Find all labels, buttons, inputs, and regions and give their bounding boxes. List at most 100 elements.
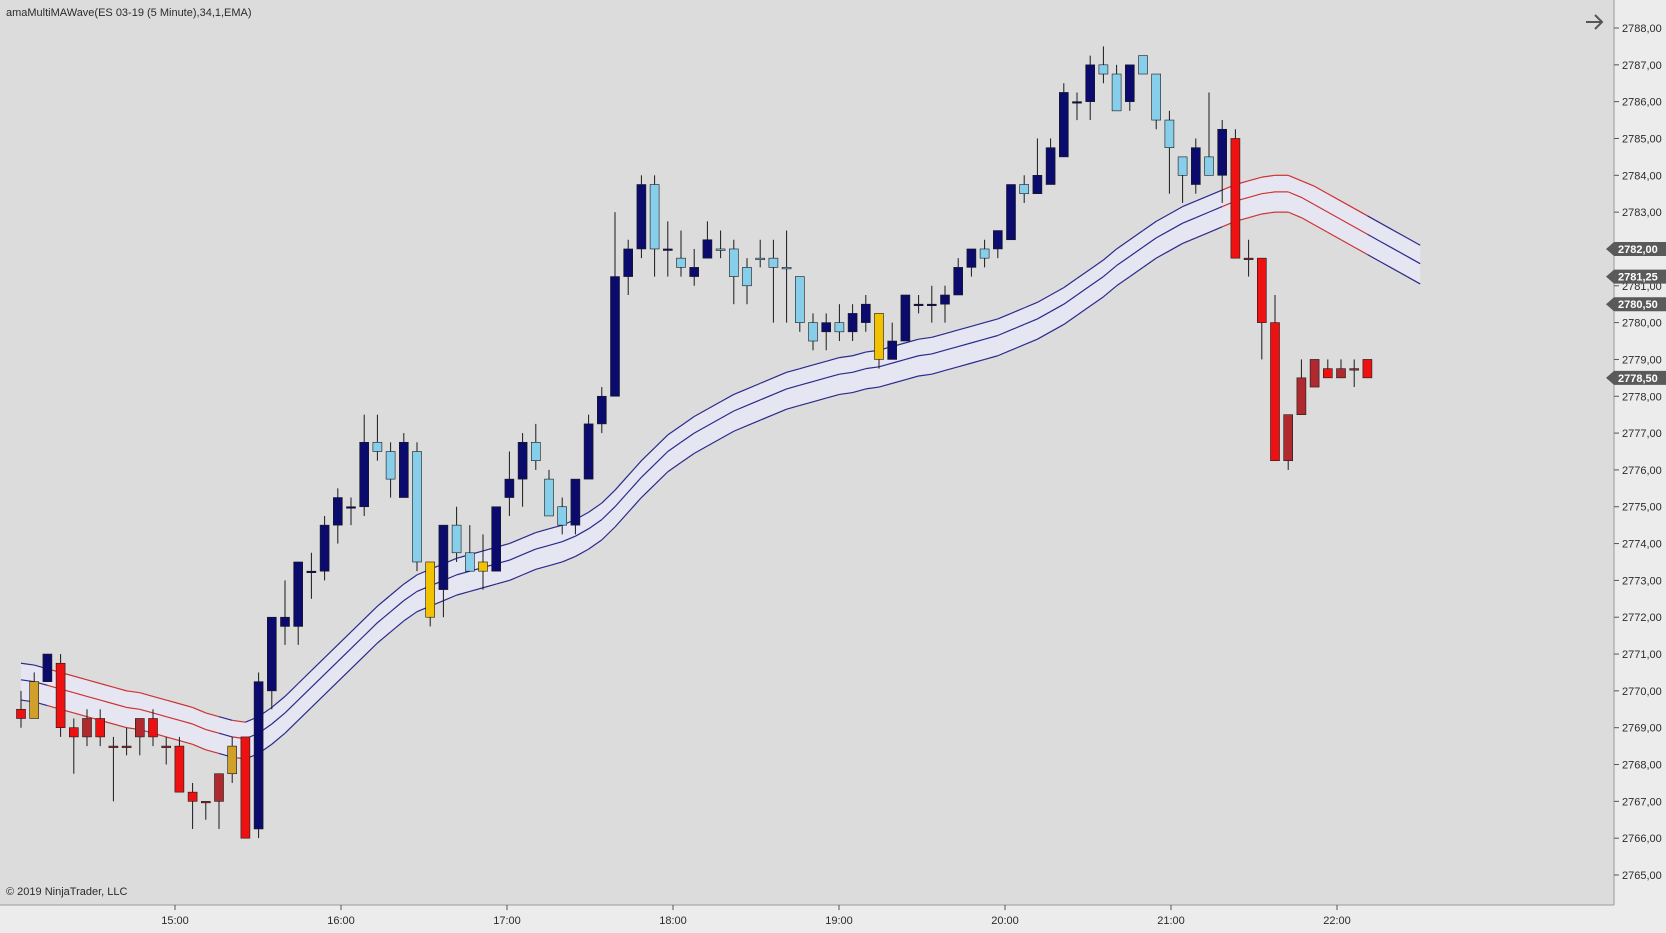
band-mid-segment: [139, 708, 154, 714]
candle: [1006, 184, 1016, 241]
band-upper-segment: [1380, 222, 1395, 232]
candle-body: [214, 773, 224, 802]
band-upper-segment: [1169, 206, 1183, 215]
candle-body: [781, 267, 792, 270]
candle-body: [42, 653, 53, 682]
band-lower-segment: [1089, 296, 1104, 307]
band-lower-segment: [284, 719, 299, 734]
candle: [438, 524, 449, 618]
candle: [570, 478, 581, 535]
candle-body: [1045, 147, 1056, 185]
band-lower-segment: [324, 681, 339, 695]
candle: [69, 718, 79, 774]
band-lower-segment: [627, 497, 642, 513]
candle-body: [1164, 119, 1175, 148]
price-marker: 2780,50: [1606, 297, 1666, 312]
band-upper-segment: [759, 377, 774, 384]
candle: [372, 414, 383, 461]
band-lower-segment: [707, 438, 721, 447]
candle: [16, 690, 26, 728]
candle: [887, 322, 898, 360]
y-tick-label: 2773,00: [1622, 575, 1662, 587]
band-upper-segment: [1287, 174, 1302, 182]
band-mid-segment: [905, 355, 919, 361]
band-mid-segment: [113, 703, 127, 709]
band-mid-segment: [812, 377, 827, 383]
band-mid-segment: [363, 622, 378, 637]
band-upper-segment: [918, 336, 932, 340]
candle: [913, 294, 924, 314]
price-marker-bg: [1606, 370, 1666, 385]
band-upper-segment: [997, 312, 1012, 320]
band-lower-segment: [1261, 211, 1276, 215]
band-upper-segment: [839, 355, 853, 359]
band-mid-segment: [403, 590, 418, 602]
y-tick-label: 2787,00: [1622, 60, 1662, 72]
band-lower-segment: [720, 430, 735, 440]
candle: [1072, 92, 1082, 121]
candle: [1336, 359, 1346, 379]
band-lower-segment: [482, 583, 497, 589]
y-tick-label: 2779,00: [1622, 354, 1662, 366]
candle: [464, 525, 475, 572]
band-upper-segment: [20, 662, 35, 666]
price-marker: 2782,00: [1606, 241, 1666, 256]
band-lower-segment: [1116, 276, 1131, 287]
candle: [478, 534, 488, 590]
band-upper-segment: [746, 382, 761, 390]
candle: [425, 561, 436, 627]
candle-body: [293, 561, 304, 627]
band-mid-segment: [1063, 294, 1078, 305]
band-lower-segment: [826, 393, 840, 399]
band-mid-segment: [509, 554, 523, 561]
candle: [1164, 110, 1175, 194]
band-lower-segment: [971, 358, 985, 364]
band-upper-segment: [905, 338, 919, 344]
arrow-right-icon[interactable]: [1580, 12, 1608, 32]
candle: [1191, 138, 1201, 194]
band-upper-segment: [152, 695, 167, 701]
candle: [702, 221, 713, 259]
band-upper-segment: [1314, 185, 1329, 195]
band-lower-segment: [73, 712, 88, 718]
price-marker-label: 2778,50: [1618, 373, 1658, 385]
candle: [557, 497, 568, 535]
candle-body: [161, 745, 171, 748]
candle: [649, 175, 660, 277]
candle-body: [636, 184, 647, 250]
candle-body: [1151, 73, 1161, 121]
band-lower-segment: [179, 740, 193, 745]
band-mid-segment: [575, 528, 589, 537]
y-tick-label: 2780,00: [1622, 318, 1662, 330]
candle: [662, 221, 673, 277]
band-lower-segment: [1195, 231, 1210, 239]
band-mid-segment: [878, 362, 893, 368]
band-mid-segment: [297, 686, 312, 701]
band-upper-segment: [218, 716, 233, 721]
band-lower-segment: [905, 375, 919, 381]
band-mid-segment: [1023, 318, 1038, 326]
x-tick-label: 16:00: [327, 915, 355, 927]
candle: [1059, 83, 1069, 158]
band-mid-segment: [799, 380, 814, 386]
candle-body: [478, 561, 488, 572]
band-lower-segment: [667, 462, 682, 473]
y-tick-label: 2767,00: [1622, 796, 1662, 808]
candle: [253, 672, 264, 839]
candle: [240, 736, 251, 839]
candle: [504, 451, 515, 516]
band-upper-segment: [179, 703, 193, 709]
band-upper-segment: [86, 679, 101, 685]
band-lower-segment: [1023, 338, 1038, 346]
band-lower-segment: [1327, 231, 1342, 241]
band-mid-segment: [1037, 311, 1051, 320]
candle-body: [715, 248, 726, 251]
candle: [82, 709, 92, 747]
candle-body: [768, 257, 779, 268]
band-lower-segment: [759, 414, 774, 421]
band-mid-segment: [865, 366, 880, 370]
band-upper-segment: [1367, 215, 1381, 224]
band-mid-segment: [984, 334, 998, 340]
band-lower-segment: [350, 655, 365, 670]
